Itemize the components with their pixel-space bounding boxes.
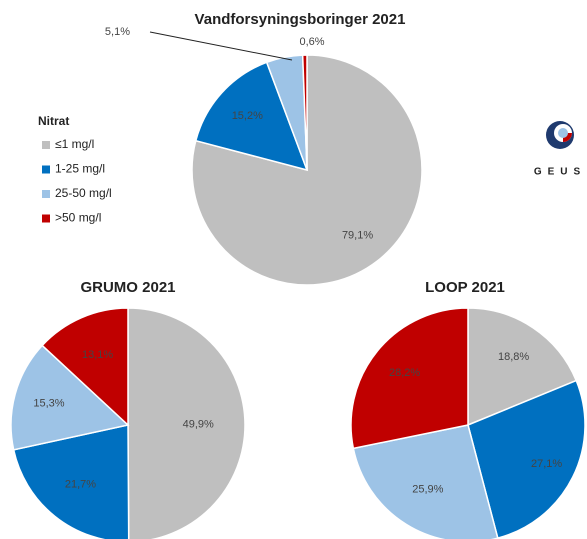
data-label: 5,1%: [105, 26, 130, 38]
legend-swatch: [42, 165, 50, 174]
pie-slice: [467, 379, 586, 539]
data-label: 13,1%: [82, 349, 113, 361]
data-label: 28,2%: [389, 367, 420, 379]
data-label: 0,6%: [299, 36, 324, 48]
legend-label: >50 mg/l: [55, 211, 101, 225]
pie-slice: [352, 424, 499, 539]
legend-swatch: [42, 190, 50, 198]
data-label: 49,9%: [183, 419, 214, 431]
chart-title: GRUMO 2021: [80, 279, 175, 296]
legend-label: ≤1 mg/l: [55, 137, 94, 151]
data-label: 21,7%: [65, 478, 96, 490]
pie-slice: [467, 307, 578, 427]
pie-slice: [41, 307, 129, 427]
chart-title: LOOP 2021: [425, 279, 505, 296]
leader-line: [149, 31, 293, 61]
legend-label: 1-25 mg/l: [55, 162, 105, 176]
legend-label: 25-50 mg/l: [55, 186, 112, 200]
data-label: 15,3%: [33, 397, 64, 409]
logo-icon: [546, 121, 574, 149]
pie-slice: [350, 307, 469, 450]
data-label: 15,2%: [232, 110, 263, 122]
legend-title: Nitrat: [38, 114, 69, 128]
chart-title: Vandforsyningsboringer 2021: [195, 11, 406, 28]
pie-slice: [194, 61, 309, 172]
data-label: 79,1%: [342, 229, 373, 241]
legend-swatch: [42, 141, 50, 149]
legend-swatch: [42, 214, 50, 223]
pie-slice: [301, 54, 308, 171]
pie-slice: [127, 307, 246, 539]
logo-text: GEUS: [534, 167, 586, 178]
pie-slice: [12, 424, 130, 539]
data-label: 25,9%: [412, 483, 443, 495]
data-label: 27,1%: [531, 458, 562, 470]
data-label: 18,8%: [498, 351, 529, 363]
pie-slice: [10, 344, 130, 451]
